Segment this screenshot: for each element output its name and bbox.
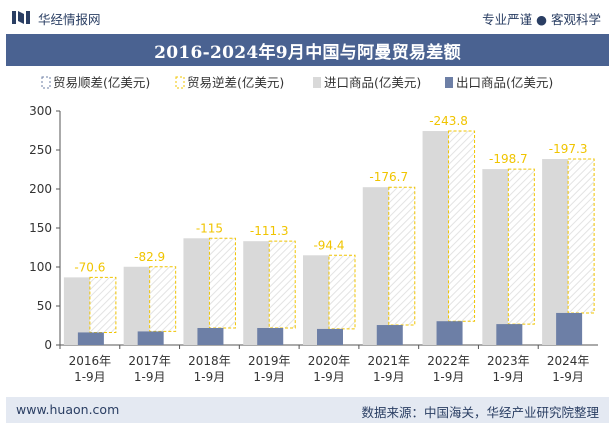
- y-tick-label: 150: [29, 221, 52, 235]
- chart-title: 2016-2024年9月中国与阿曼贸易差额: [154, 42, 461, 63]
- deficit-data-label: -176.7: [369, 170, 408, 184]
- legend-swatch-2: [313, 77, 321, 88]
- export-bar: [436, 321, 463, 345]
- x-tick-label: 2019年: [248, 354, 291, 368]
- website-link[interactable]: www.huaon.com: [16, 402, 120, 417]
- top-bar: 华经情报网 专业严谨 ● 客观科学: [0, 0, 615, 34]
- x-tick-label: 2024年: [547, 354, 590, 368]
- x-tick-label: 1-9月: [134, 370, 166, 384]
- legend-swatch-3: [445, 77, 453, 88]
- data-labels: -70.6 -82.9 -115 -111.3 -94.4 -176.7 -243.8 -19…: [74, 114, 587, 274]
- export-bar: [317, 328, 343, 345]
- legend-swatch-1: [175, 76, 185, 89]
- x-tick-label: 1-9月: [373, 370, 405, 384]
- x-tick-label: 1-9月: [433, 370, 465, 384]
- deficit-data-label: -115: [196, 221, 223, 235]
- deficit-data-label: -94.4: [313, 238, 344, 252]
- import-bar: [482, 169, 509, 345]
- deficit-data-label: -243.8: [429, 114, 468, 128]
- deficit-bar: [567, 158, 595, 314]
- legend: 贸易顺差(亿美元) 贸易逆差(亿美元) 进口商品(亿美元) 出口商品(亿美元): [41, 75, 553, 90]
- import-bar: [362, 187, 389, 345]
- slogan: 专业严谨 ● 客观科学: [482, 12, 601, 27]
- import-bar: [183, 238, 210, 345]
- export-bar: [556, 312, 583, 345]
- x-tick-label: 1-9月: [552, 370, 584, 384]
- deficit-bar: [149, 266, 177, 332]
- x-tick-label: 1-9月: [313, 370, 345, 384]
- y-tick-label: 300: [29, 104, 52, 118]
- y-tick-label: 50: [37, 299, 52, 313]
- deficit-bar: [268, 240, 296, 329]
- y-tick-label: 100: [29, 260, 52, 274]
- x-tick-label: 2018年: [188, 354, 231, 368]
- x-tick-label: 2016年: [69, 354, 112, 368]
- y-tick-label: 200: [29, 182, 52, 196]
- data-source: 数据来源：中国海关，华经产业研究院整理: [361, 405, 599, 420]
- legend-swatch-0: [41, 76, 51, 89]
- export-bar: [137, 331, 164, 345]
- legend-label-3: 出口商品(亿美元): [456, 75, 553, 90]
- import-bar: [422, 131, 449, 345]
- deficit-bar: [89, 276, 117, 333]
- x-tick-label: 1-9月: [493, 370, 525, 384]
- import-bar: [243, 241, 270, 345]
- chart-area: 贸易顺差(亿美元) 贸易逆差(亿美元) 进口商品(亿美元) 出口商品(亿美元) 0 50…: [29, 75, 598, 384]
- x-tick-label: 2021年: [368, 354, 411, 368]
- deficit-bar: [328, 254, 356, 330]
- deficit-data-label: -198.7: [489, 152, 528, 166]
- x-tick-label: 1-9月: [74, 370, 106, 384]
- deficit-bar: [448, 130, 476, 322]
- deficit-data-label: -111.3: [250, 224, 289, 238]
- x-tick-label: 2022年: [427, 354, 470, 368]
- legend-label-0: 贸易顺差(亿美元): [53, 75, 150, 90]
- bars: [63, 130, 595, 345]
- brand-name: 华经情报网: [38, 12, 101, 27]
- x-tick-label: 1-9月: [194, 370, 226, 384]
- x-tick-label: 2020年: [308, 354, 351, 368]
- deficit-data-label: -70.6: [74, 260, 105, 274]
- export-bar: [77, 332, 104, 345]
- y-tick-label: 250: [29, 143, 52, 157]
- x-tick-label: 2023年: [487, 354, 530, 368]
- legend-label-2: 进口商品(亿美元): [324, 75, 421, 90]
- y-tick-label: 0: [44, 338, 52, 352]
- export-bar: [496, 324, 523, 345]
- x-tick-label: 2017年: [128, 354, 171, 368]
- title-bar: 2016-2024年9月中国与阿曼贸易差额: [6, 34, 609, 66]
- axes: 0 50 100 150 200 250 300 2016年 1-9月 2017年 1-9月 2018…: [29, 104, 598, 384]
- deficit-bar: [507, 168, 535, 325]
- export-bar: [257, 327, 284, 345]
- deficit-bar: [208, 237, 236, 329]
- huajing-logo-icon: [12, 11, 30, 24]
- x-tick-label: 1-9月: [253, 370, 285, 384]
- deficit-bar: [388, 186, 416, 326]
- footer-bar: www.huaon.com 数据来源：中国海关，华经产业研究院整理: [6, 397, 609, 423]
- deficit-data-label: -82.9: [134, 250, 165, 264]
- legend-label-1: 贸易逆差(亿美元): [187, 75, 284, 90]
- export-bar: [197, 327, 224, 345]
- export-bar: [376, 325, 403, 345]
- deficit-data-label: -197.3: [549, 142, 588, 156]
